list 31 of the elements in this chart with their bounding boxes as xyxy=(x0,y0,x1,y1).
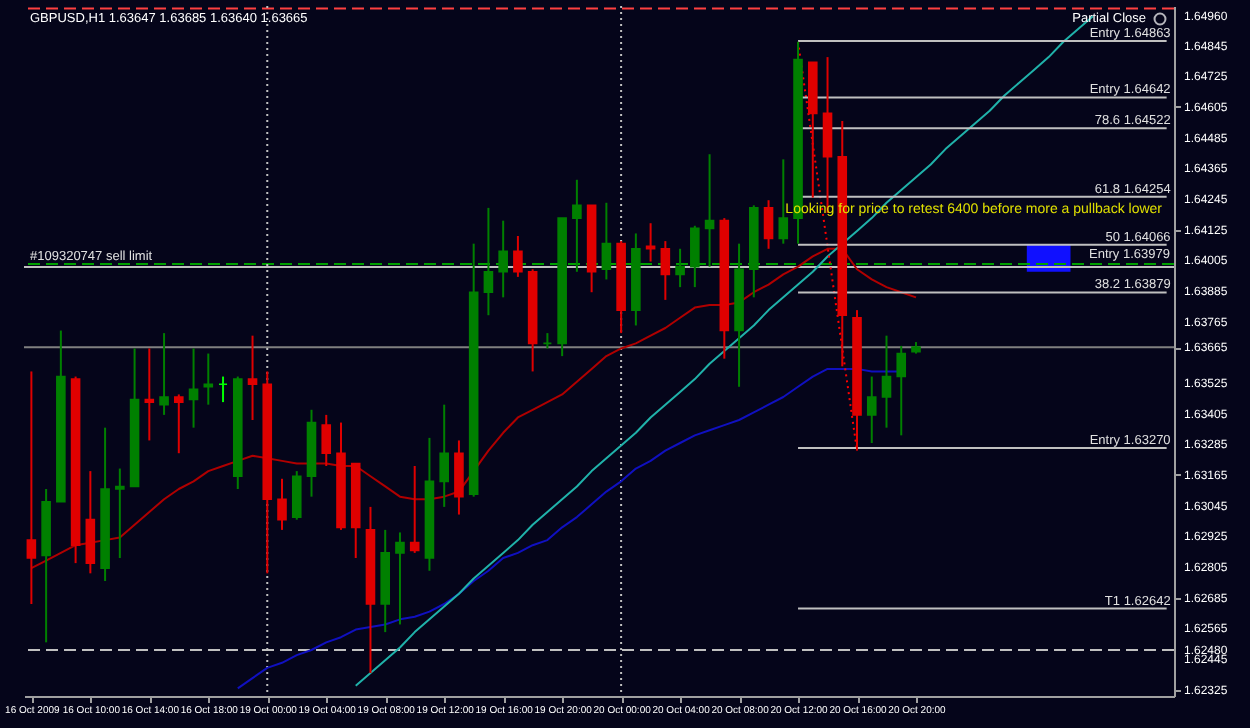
candlestick xyxy=(645,222,656,263)
candlestick xyxy=(572,178,582,273)
candlestick xyxy=(439,403,449,508)
candlestick xyxy=(513,235,523,278)
candlestick xyxy=(85,470,96,575)
candlestick xyxy=(690,224,700,289)
candlestick xyxy=(277,477,287,531)
candlestick xyxy=(498,219,508,299)
candlestick xyxy=(159,332,169,416)
candlestick xyxy=(454,439,464,516)
line-series xyxy=(30,247,917,570)
candlestick xyxy=(660,240,671,301)
candlestick xyxy=(247,334,258,421)
candlestick xyxy=(675,247,685,289)
candlestick xyxy=(26,370,37,605)
candlestick xyxy=(704,153,715,268)
candlestick xyxy=(291,470,302,521)
candlestick xyxy=(144,347,155,442)
candlestick xyxy=(174,393,184,455)
candlestick xyxy=(866,375,877,444)
candlestick xyxy=(763,199,774,250)
candlestick xyxy=(601,201,612,281)
candlestick xyxy=(395,531,405,626)
candlestick xyxy=(203,352,214,406)
candlestick xyxy=(483,206,494,317)
candlestick xyxy=(321,413,332,467)
candlestick xyxy=(778,158,789,245)
candlestick xyxy=(115,467,125,559)
candlestick xyxy=(881,334,892,429)
candlestick xyxy=(409,465,420,554)
candlestick xyxy=(896,344,907,437)
